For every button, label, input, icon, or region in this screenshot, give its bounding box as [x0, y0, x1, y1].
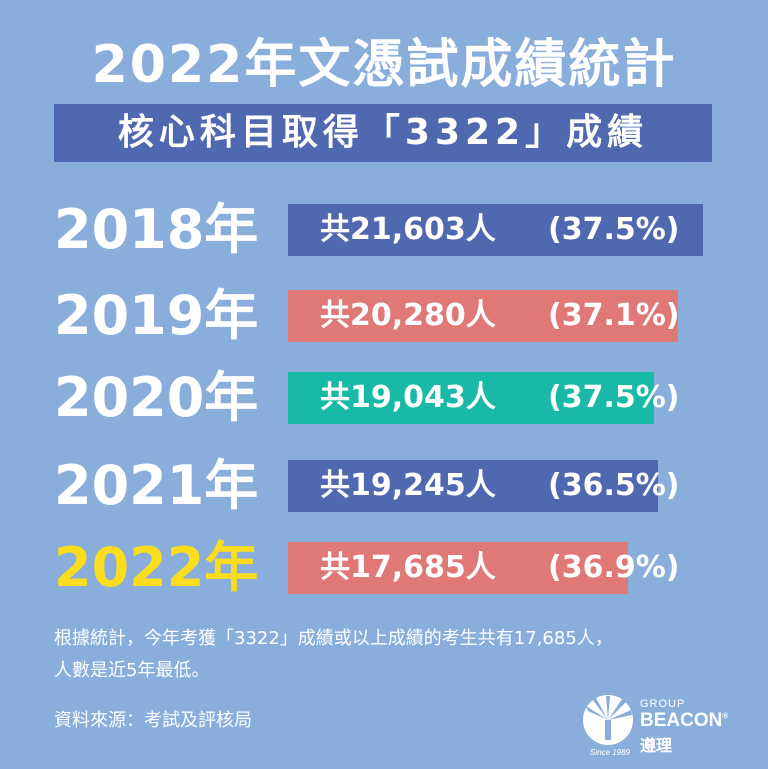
note-line-1: 根據統計，今年考獲「3322」成績或以上成績的考生共有17,685人，	[54, 628, 613, 649]
subtitle-background	[54, 104, 712, 162]
year-label: 2021年	[54, 454, 259, 517]
beacon-logo-icon	[583, 695, 633, 745]
bar-percent-label: (37.1%)	[548, 298, 680, 333]
year-label: 2020年	[54, 366, 259, 429]
bar-percent-label: (36.9%)	[548, 550, 680, 585]
page-subtitle: 核心科目取得「3322」成績	[117, 112, 649, 153]
bar	[288, 460, 658, 512]
logo-since-text: Since 1989	[590, 748, 631, 757]
logo-registered: ®	[722, 711, 729, 721]
bar-percent-label: (37.5%)	[548, 212, 680, 247]
bar-percent-label: (37.5%)	[548, 380, 680, 415]
logo-brand-text: BEACON®	[640, 710, 728, 732]
bar	[288, 372, 654, 424]
bar-count-label: 共20,280人	[320, 298, 496, 333]
bar-percent-label: (36.5%)	[548, 468, 680, 503]
page-title: 2022年文憑試成績統計	[91, 35, 677, 95]
year-label: 2022年	[54, 536, 259, 599]
logo-group-text: GROUP	[640, 698, 686, 710]
bar-count-label: 共19,245人	[320, 468, 496, 503]
bar	[288, 204, 703, 256]
year-label: 2018年	[54, 198, 259, 261]
source-text: 資料來源：考試及評核局	[54, 710, 252, 731]
bar-count-label: 共19,043人	[320, 380, 496, 415]
bar-count-label: 共21,603人	[320, 212, 496, 247]
note-line-2: 人數是近5年最低。	[54, 660, 210, 681]
logo-brand: BEACON	[640, 710, 723, 731]
year-label: 2019年	[54, 284, 259, 347]
bar	[288, 290, 678, 342]
logo-chinese-text: 遵理	[640, 738, 673, 755]
bar	[288, 542, 628, 594]
bar-count-label: 共17,685人	[320, 550, 496, 585]
